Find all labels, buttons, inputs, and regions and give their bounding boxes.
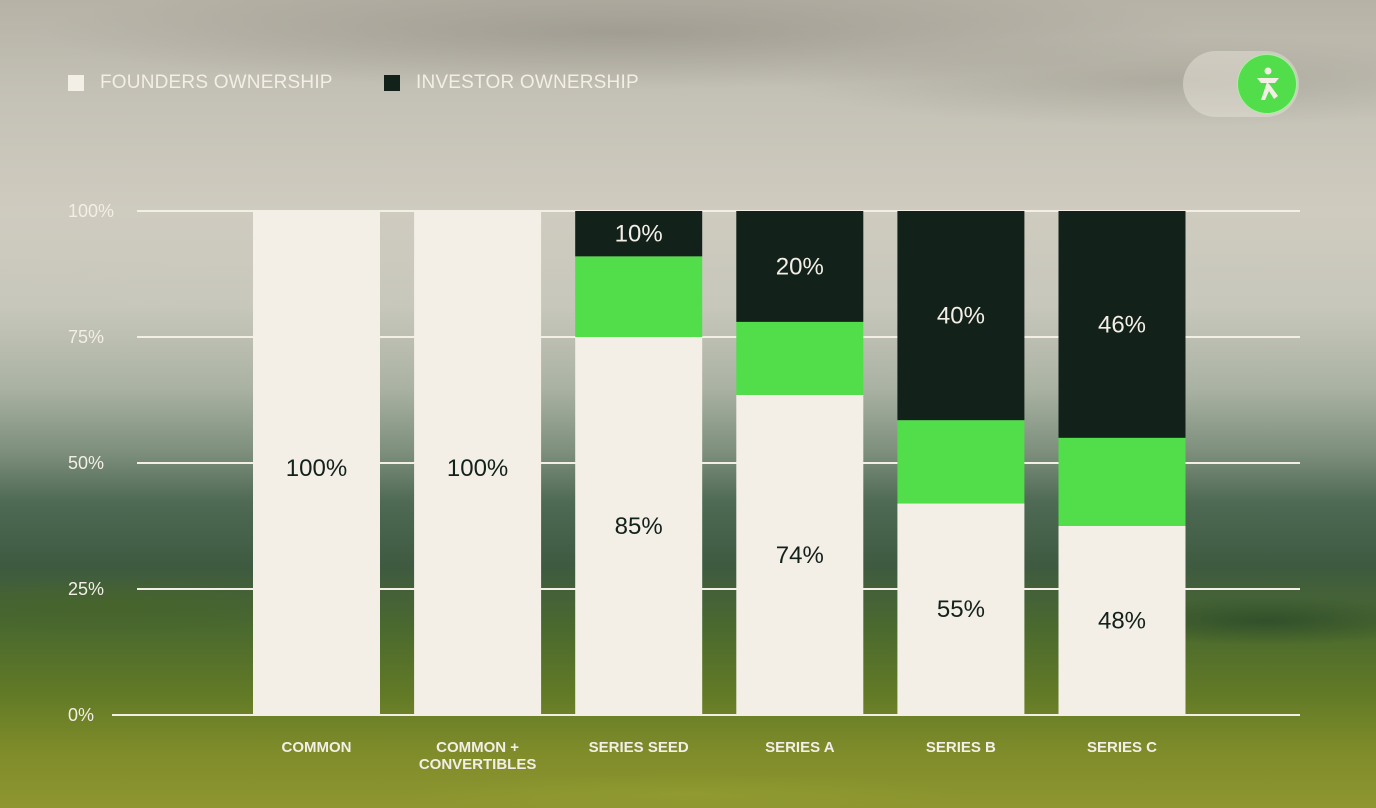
data-label: 55% <box>937 596 985 623</box>
y-tick-label: 75% <box>68 327 104 347</box>
legend-label-investor: INVESTOR OWNERSHIP <box>416 72 639 93</box>
data-label: 100% <box>286 455 347 482</box>
data-label: 20% <box>776 253 824 280</box>
bar-segment-founders <box>897 503 1025 715</box>
x-tick-label: COMMON + <box>436 739 519 756</box>
data-label: 40% <box>937 303 985 330</box>
y-tick-label: 0% <box>68 705 94 725</box>
legend-swatch-founders <box>68 75 84 91</box>
data-label: 10% <box>615 221 663 248</box>
bar-segment-investor <box>1058 211 1186 438</box>
data-label: 48% <box>1098 608 1146 635</box>
brand-logo-icon[interactable] <box>1237 54 1297 114</box>
bar-segment-green <box>575 256 703 337</box>
data-label: 74% <box>776 542 824 569</box>
x-tick-label: SERIES C <box>1087 739 1157 756</box>
bar-segment-founders <box>1058 526 1186 715</box>
bar-segment-investor <box>897 211 1025 421</box>
x-tick-label: SERIES SEED <box>589 739 689 756</box>
bar-segment-founders <box>414 211 542 715</box>
x-tick-label: CONVERTIBLES <box>419 756 537 773</box>
legend-item-founders: FOUNDERS OWNERSHIP <box>68 72 333 94</box>
y-tick-label: 25% <box>68 579 104 599</box>
legend-swatch-investor <box>384 75 400 91</box>
x-tick-label: COMMON <box>282 739 352 756</box>
x-axis-ticks: COMMON COMMON +CONVERTIBLES SERIES SEED SER… <box>282 739 1158 773</box>
bar-segment-founders <box>253 211 380 715</box>
bar-segment-green <box>897 420 1025 504</box>
bar-segment-founders <box>736 394 864 715</box>
stylized-figure-logo-icon <box>1257 67 1279 100</box>
y-tick-label: 50% <box>68 453 104 473</box>
bar-segment-investor <box>575 211 703 257</box>
data-labels: 100% 100% 85% 10% 74% 20% 55% 40% 48% 46% <box>286 221 1146 635</box>
logo-toggle[interactable] <box>1183 51 1299 117</box>
x-tick-label: SERIES B <box>926 739 996 756</box>
legend-item-investor: INVESTOR OWNERSHIP <box>384 72 639 94</box>
bars <box>253 211 1186 715</box>
bar-segment-founders <box>575 337 703 715</box>
data-label: 100% <box>447 455 508 482</box>
legend-label-founders: FOUNDERS OWNERSHIP <box>100 72 333 93</box>
bar-segment-green <box>1058 437 1186 526</box>
y-tick-label: 100% <box>68 201 114 221</box>
x-tick-label: SERIES A <box>765 739 835 756</box>
data-label: 85% <box>615 513 663 540</box>
y-axis-ticks: 0% 25% 50% 75% 100% <box>68 201 114 725</box>
bar-segment-green <box>736 321 864 395</box>
data-label: 46% <box>1098 311 1146 338</box>
bar-segment-investor <box>736 211 864 322</box>
